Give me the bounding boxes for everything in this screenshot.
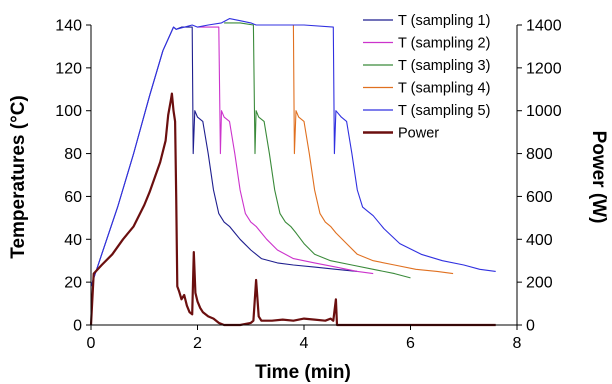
series-line-4 bbox=[261, 24, 454, 275]
right-y-tick-label: 1200 bbox=[526, 60, 562, 77]
legend-label-6: Power bbox=[398, 126, 439, 142]
left-y-tick-label: 60 bbox=[64, 189, 82, 206]
series-line-1 bbox=[90, 26, 358, 287]
left-y-axis-title: Temperatures (°C) bbox=[8, 95, 29, 259]
ticks: 0 2 4 6 802040608010012014002004006008001000… bbox=[55, 18, 561, 353]
right-y-axis-title: Power (W) bbox=[588, 131, 609, 224]
right-y-tick-label: 1400 bbox=[526, 18, 562, 35]
series-line-5 bbox=[90, 18, 496, 287]
x-tick-label: 8 bbox=[513, 335, 522, 352]
legend-label-1: T (sampling 1) bbox=[398, 13, 490, 29]
left-y-tick-label: 80 bbox=[64, 146, 82, 163]
series-line-2 bbox=[197, 26, 374, 275]
right-y-tick-label: 1000 bbox=[526, 103, 562, 120]
x-tick-label: 0 bbox=[87, 335, 96, 352]
x-axis-title: Time (min) bbox=[255, 362, 351, 383]
left-y-tick-label: 140 bbox=[55, 18, 82, 35]
series-line-6 bbox=[89, 92, 496, 327]
plot-lines bbox=[89, 18, 496, 327]
left-y-tick-label: 20 bbox=[64, 275, 82, 292]
right-y-tick-label: 800 bbox=[526, 146, 553, 163]
x-tick-label: 2 bbox=[193, 335, 202, 352]
x-tick-label: 4 bbox=[300, 335, 309, 352]
left-y-tick-label: 0 bbox=[73, 318, 82, 335]
legend-label-3: T (sampling 3) bbox=[398, 58, 490, 74]
right-y-tick-label: 400 bbox=[526, 232, 553, 249]
legend-label-4: T (sampling 4) bbox=[398, 81, 490, 97]
left-y-tick-label: 120 bbox=[55, 60, 82, 77]
left-y-tick-label: 40 bbox=[64, 232, 82, 249]
legend: T (sampling 1) T (sampling 2) T (sampling … bbox=[363, 13, 490, 142]
left-y-tick-label: 100 bbox=[55, 103, 82, 120]
x-tick-label: 6 bbox=[406, 335, 415, 352]
right-y-tick-label: 600 bbox=[526, 189, 553, 206]
right-y-tick-label: 200 bbox=[526, 275, 553, 292]
legend-label-2: T (sampling 2) bbox=[398, 36, 490, 52]
series-line-3 bbox=[224, 22, 411, 279]
legend-label-5: T (sampling 5) bbox=[398, 103, 490, 119]
right-y-tick-label: 0 bbox=[526, 318, 535, 335]
